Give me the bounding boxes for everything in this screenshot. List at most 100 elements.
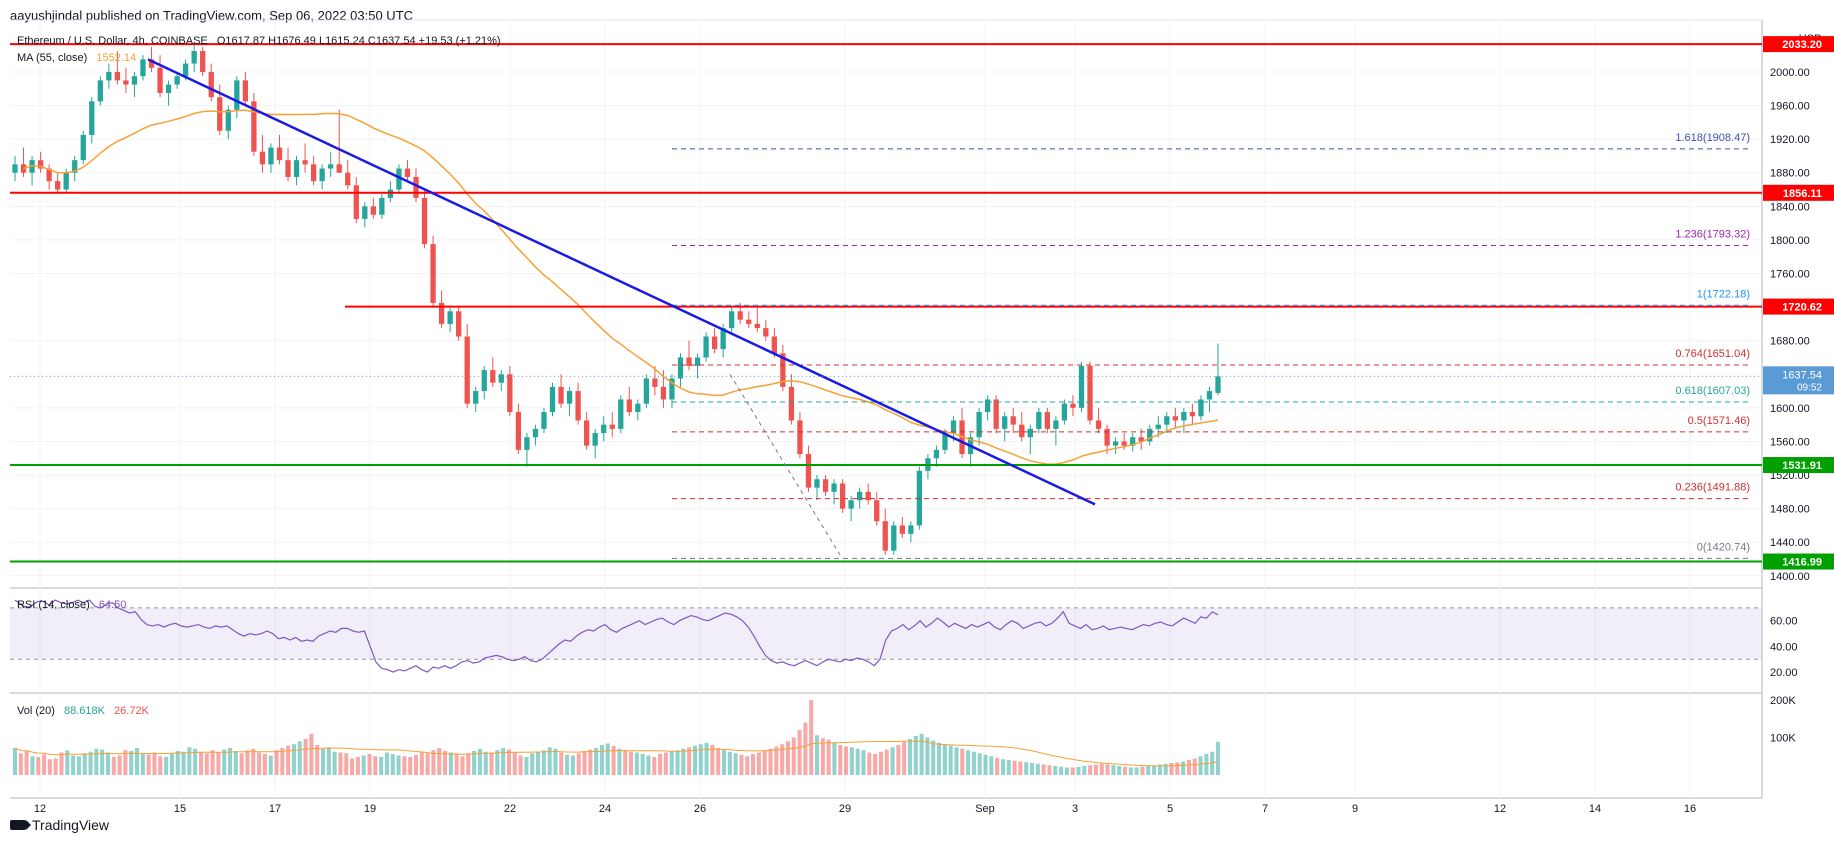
candle-body <box>797 420 803 455</box>
candle <box>55 172 61 194</box>
x-tick-label: 15 <box>174 803 186 815</box>
candle-body <box>558 386 564 404</box>
candle-body <box>1130 437 1136 446</box>
candle <box>703 332 709 362</box>
volume-bar <box>565 754 570 775</box>
volume-bar <box>164 757 169 775</box>
volume-bar <box>193 748 198 775</box>
candle-body <box>857 491 863 501</box>
volume-bar <box>1035 763 1040 775</box>
legend-rsi-value: 64.50 <box>98 599 127 611</box>
volume-bar <box>658 754 663 775</box>
volume-bar <box>1152 765 1157 775</box>
candle-body <box>780 353 786 387</box>
candle-body <box>430 244 436 303</box>
price-tick-label: 1920.00 <box>1770 134 1810 146</box>
volume-bar <box>245 750 250 775</box>
candle <box>1130 433 1136 452</box>
fib-label-0.5: 0.5(1571.46) <box>1688 415 1750 427</box>
price-tick-label: 1800.00 <box>1770 235 1810 247</box>
candle-body <box>438 302 445 324</box>
volume-bar <box>878 751 883 775</box>
candle-body <box>908 525 914 534</box>
volume-bar <box>472 751 477 775</box>
candle <box>473 386 479 413</box>
legend-ma-label: MA (55, close) <box>17 52 88 64</box>
candle-body <box>703 336 709 358</box>
volume-bar <box>902 742 907 775</box>
price-tick-label: 1520.00 <box>1770 470 1810 482</box>
candle-body <box>328 164 334 169</box>
resistance-2033-tag <box>1763 36 1834 53</box>
volume-bar <box>257 752 262 775</box>
candle-body <box>575 391 581 421</box>
volume-bar <box>745 756 750 775</box>
candle-body <box>106 71 112 81</box>
volume-bar <box>1215 741 1221 775</box>
volume-bar <box>809 700 814 775</box>
candle <box>481 365 487 400</box>
candle-body <box>916 470 923 526</box>
candle-body <box>1215 376 1221 393</box>
volume-bar <box>518 755 523 775</box>
volume-bar <box>611 745 616 775</box>
candle-body <box>711 336 718 350</box>
candle-body <box>208 71 214 98</box>
volume-bar <box>983 754 988 775</box>
volume-bar <box>1181 761 1186 775</box>
candle-body <box>310 164 317 182</box>
price-tick-label: 1440.00 <box>1770 537 1810 549</box>
candle-body <box>421 197 428 245</box>
volume-bar <box>780 744 785 775</box>
candle-body <box>97 80 103 102</box>
volume-bar <box>338 752 343 775</box>
candle <box>80 130 86 165</box>
volume-bar <box>280 748 285 775</box>
candle-body <box>1044 412 1051 429</box>
volume-bar <box>88 751 93 775</box>
candle <box>916 466 923 530</box>
volume-bar <box>1000 759 1006 775</box>
candle-body <box>882 521 888 551</box>
candle-body <box>592 433 598 446</box>
candle-body <box>276 147 283 161</box>
tradingview-logo[interactable]: TradingView <box>10 817 109 833</box>
volume-bar <box>262 754 267 775</box>
legend-ma-row: MA (55, close) 1552.14 <box>17 52 136 64</box>
volume-bar <box>1070 767 1075 775</box>
volume-bar <box>460 756 465 775</box>
candle-body <box>1189 412 1196 417</box>
candle <box>908 521 914 543</box>
candle-body <box>370 206 376 215</box>
candle <box>976 407 982 446</box>
candle-body <box>626 399 632 413</box>
fib-label-0: 0(1420.74) <box>1697 541 1750 553</box>
volume-bar <box>698 744 703 775</box>
volume-bar <box>553 748 558 775</box>
volume-ma-line <box>14 740 1219 767</box>
volume-bar <box>1204 754 1209 775</box>
tradingview-logo-icon <box>10 820 31 830</box>
candle-body <box>677 357 684 379</box>
volume-bar <box>233 751 238 775</box>
fib-label-0.236: 0.236(1491.88) <box>1675 482 1750 494</box>
candle-body <box>234 80 240 110</box>
volume-bar <box>966 750 971 775</box>
volume-bar <box>320 748 326 775</box>
volume-bar <box>849 747 854 775</box>
candle <box>430 235 436 308</box>
candle <box>379 193 385 219</box>
candle-body <box>1002 416 1008 429</box>
candle <box>1036 407 1042 434</box>
candle <box>899 517 905 539</box>
candle-body <box>549 386 556 413</box>
volume-bar <box>367 754 372 775</box>
candle-body <box>805 454 812 488</box>
candle-body <box>532 428 539 438</box>
volume-bar <box>785 741 790 775</box>
candle-body <box>515 412 522 450</box>
candle <box>438 290 445 329</box>
candle-body <box>302 160 308 165</box>
candle-body <box>609 424 615 429</box>
